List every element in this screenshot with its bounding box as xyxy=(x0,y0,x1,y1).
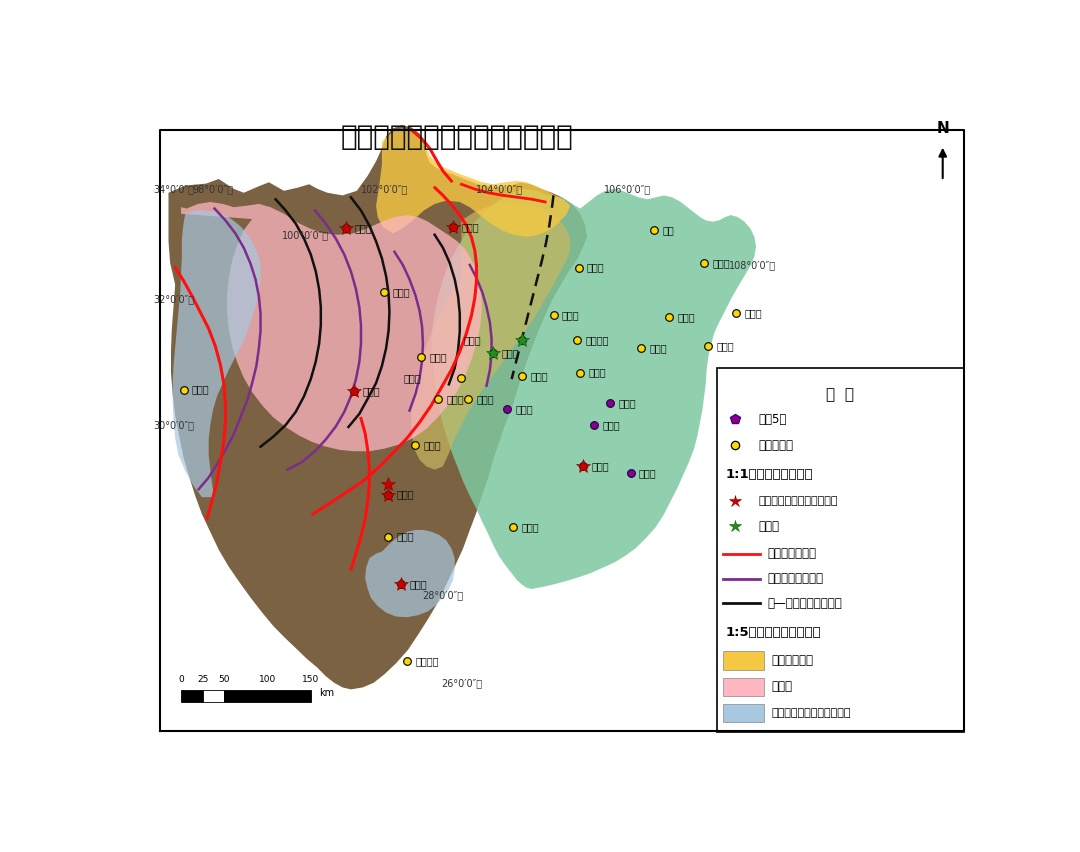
Text: 南充市: 南充市 xyxy=(677,313,696,322)
Text: km: km xyxy=(320,688,335,699)
Polygon shape xyxy=(365,530,455,617)
Text: 四川省活断层普查项目实施: 四川省活断层普查项目实施 xyxy=(771,708,851,718)
Text: 攀枝花市: 攀枝花市 xyxy=(416,656,438,666)
Text: 图  例: 图 例 xyxy=(826,388,854,403)
Polygon shape xyxy=(173,210,260,498)
Text: 28°0′0″北: 28°0′0″北 xyxy=(422,590,463,601)
Bar xyxy=(724,677,764,696)
Text: 石棉县: 石棉县 xyxy=(423,440,442,450)
Text: 乐山市: 乐山市 xyxy=(516,404,534,414)
Text: 其他市县名: 其他市县名 xyxy=(758,439,794,452)
Text: 宝兴县: 宝兴县 xyxy=(430,352,447,362)
Text: 内江市: 内江市 xyxy=(619,398,636,408)
Text: 川南5市: 川南5市 xyxy=(758,412,787,426)
Text: 康元市: 康元市 xyxy=(404,373,421,383)
Text: 阿坝县: 阿坝县 xyxy=(354,223,372,233)
Text: 26°0′0″北: 26°0′0″北 xyxy=(441,678,482,688)
Bar xyxy=(268,690,311,702)
Text: 早—中更新世活动断层: 早—中更新世活动断层 xyxy=(767,597,841,610)
Text: 四川省活断层普查项目实施: 四川省活断层普查项目实施 xyxy=(758,496,838,506)
Text: 150: 150 xyxy=(302,675,320,684)
Text: 34°0′0″北: 34°0′0″北 xyxy=(153,185,194,194)
Polygon shape xyxy=(432,189,756,589)
Text: 松潘县: 松潘县 xyxy=(461,222,480,232)
Polygon shape xyxy=(376,129,570,237)
Text: 巴中市: 巴中市 xyxy=(713,258,730,268)
Text: 0: 0 xyxy=(178,675,184,684)
Bar xyxy=(225,690,268,702)
Text: 100: 100 xyxy=(259,675,276,684)
Text: 宜兴县: 宜兴县 xyxy=(501,348,519,358)
Bar xyxy=(724,704,764,722)
Text: 四川省活断层探查工作已有成果: 四川省活断层探查工作已有成果 xyxy=(341,124,573,152)
Text: 1:5万活动断层地质填图: 1:5万活动断层地质填图 xyxy=(725,626,821,640)
Text: 98°0′0″东: 98°0′0″东 xyxy=(192,184,233,194)
Text: 普格县: 普格县 xyxy=(409,579,428,590)
Text: 雅定市: 雅定市 xyxy=(476,394,495,404)
Text: 100°0′0″东: 100°0′0″东 xyxy=(282,230,328,239)
Text: 汉波县: 汉波县 xyxy=(522,522,539,532)
Text: 元市: 元市 xyxy=(662,225,674,235)
Text: 1:1万城市活断层探查: 1:1万城市活断层探查 xyxy=(725,469,813,481)
Text: 成都市: 成都市 xyxy=(464,335,482,345)
Text: 遂宁市: 遂宁市 xyxy=(650,343,667,354)
Text: 30°0′0″北: 30°0′0″北 xyxy=(153,420,194,430)
Text: 已完成: 已完成 xyxy=(758,520,780,532)
Text: 已完成: 已完成 xyxy=(771,680,792,694)
Text: 102°0′0″东: 102°0′0″东 xyxy=(361,184,408,194)
Text: 德阳市: 德阳市 xyxy=(562,310,580,320)
Text: 108°0′0″东: 108°0′0″东 xyxy=(729,260,777,270)
Text: 康定市: 康定市 xyxy=(363,386,380,396)
Text: 32°0′0″北: 32°0′0″北 xyxy=(153,294,194,304)
Text: 104°0′0″东: 104°0′0″东 xyxy=(475,184,523,194)
Text: 冕宁县: 冕宁县 xyxy=(396,490,414,499)
Text: 宜宾市: 宜宾市 xyxy=(591,461,609,471)
Text: 50: 50 xyxy=(218,675,230,684)
Text: 资阳市: 资阳市 xyxy=(589,367,606,377)
Text: 自贡市: 自贡市 xyxy=(602,420,620,430)
Bar xyxy=(181,690,203,702)
FancyBboxPatch shape xyxy=(717,368,963,732)
Text: 巴塘县: 巴塘县 xyxy=(192,384,210,394)
Text: N: N xyxy=(936,121,949,136)
Text: 乌尔康: 乌尔康 xyxy=(393,287,410,297)
Text: 达州市: 达州市 xyxy=(744,308,762,319)
Bar xyxy=(724,651,764,670)
Text: 泸州市: 泸州市 xyxy=(639,468,657,478)
Text: 全新世活动断层: 全新世活动断层 xyxy=(767,547,815,560)
Bar xyxy=(203,690,225,702)
Text: 106°0′0″东: 106°0′0″东 xyxy=(604,184,651,194)
Text: 西昌市: 西昌市 xyxy=(396,532,414,542)
Text: 25: 25 xyxy=(197,675,208,684)
Polygon shape xyxy=(168,125,588,689)
Text: 雅安市: 雅安市 xyxy=(446,394,464,404)
Text: 其他单位实施: 其他单位实施 xyxy=(771,654,813,667)
Text: 眉山市: 眉山市 xyxy=(530,371,548,382)
Text: 广安市: 广安市 xyxy=(717,342,734,351)
Polygon shape xyxy=(411,202,570,469)
Text: 天泉驿区: 天泉驿区 xyxy=(585,335,609,345)
Polygon shape xyxy=(181,202,482,452)
Text: 绵阳市: 绵阳市 xyxy=(588,262,605,273)
Text: 晚更新世活动断层: 晚更新世活动断层 xyxy=(767,572,823,585)
